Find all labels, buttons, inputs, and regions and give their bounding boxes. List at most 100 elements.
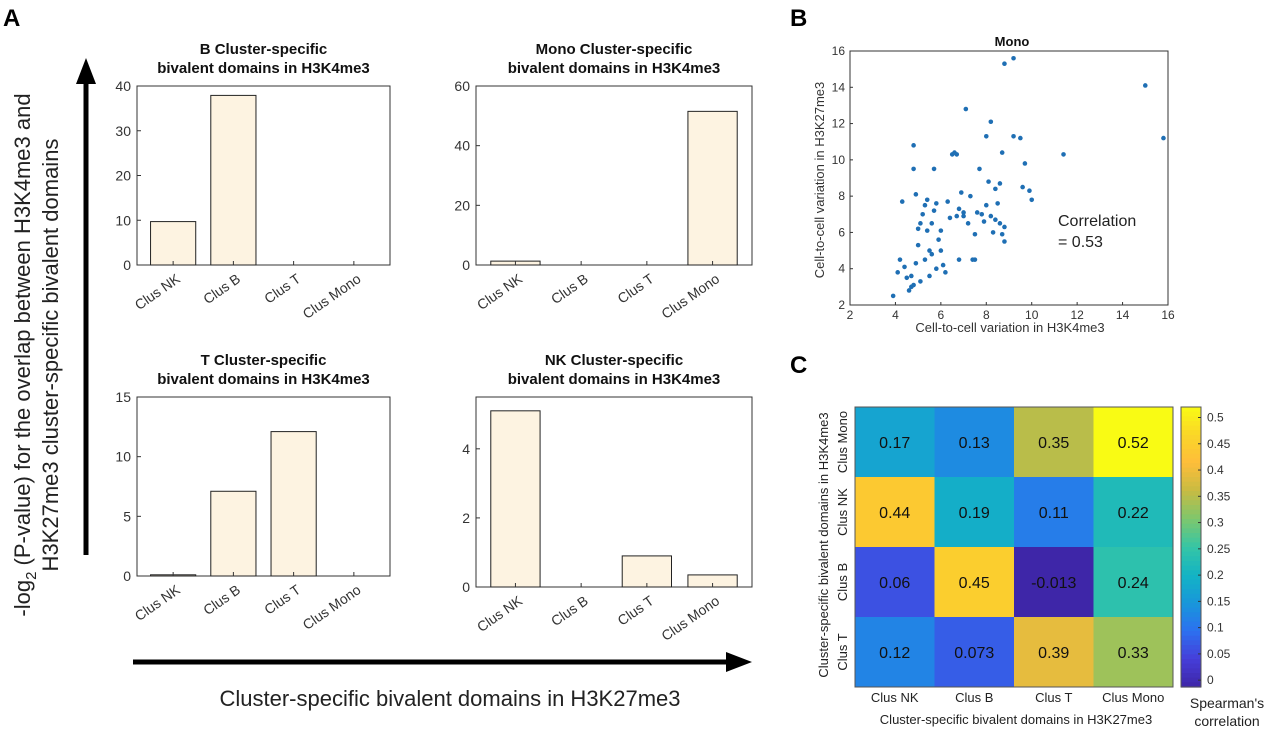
bar-chart-title-line2: bivalent domains in H3K4me3 [157, 371, 370, 388]
colorbar-tick-label: 0.15 [1207, 594, 1231, 608]
scatter-point [997, 221, 1003, 226]
scatter-point [988, 213, 994, 219]
heatmap-cell [1014, 547, 1094, 618]
scatter-point [929, 251, 935, 257]
scatter-point [897, 257, 903, 262]
scatter-point [922, 257, 928, 262]
colorbar-segment [1181, 682, 1201, 688]
colorbar-segment [1181, 640, 1201, 646]
colorbar-segment [1181, 421, 1201, 427]
y-tick-label: 30 [115, 123, 131, 139]
colorbar-segment [1181, 537, 1201, 543]
scatter-point [895, 270, 900, 275]
panel-a-y-label-line2: H3K27me3 cluster-specific bivalent domai… [38, 139, 63, 572]
colorbar-tick-label: 0.5 [1207, 411, 1224, 425]
y-tick-label: 8 [838, 189, 845, 203]
heatmap-cell [1093, 617, 1174, 688]
colorbar-segment [1181, 607, 1201, 613]
scatter-point [954, 152, 960, 157]
x-tick-label: 12 [1070, 308, 1084, 322]
scatter-point [993, 217, 998, 223]
scatter-point [945, 199, 950, 204]
plot-frame [136, 396, 391, 577]
colorbar-segment [1181, 565, 1201, 571]
y-tick-label: 5 [123, 508, 131, 524]
colorbar-segment [1181, 621, 1201, 627]
scatter-point [1061, 152, 1066, 157]
heatmap-cell-value: 0.12 [879, 645, 910, 662]
bar-chart-title-line1: Mono Cluster-specific [536, 41, 693, 58]
bar-chart-title-line2: bivalent domains in H3K4me3 [157, 60, 370, 77]
scatter-point [915, 226, 921, 232]
colorbar-segment [1181, 528, 1201, 534]
scatter-point [902, 264, 907, 270]
scatter-point [995, 201, 1000, 206]
scatter-point [1029, 197, 1035, 203]
bar-chart-title-line1: NK Cluster-specific [545, 352, 683, 369]
bar-chart-title-line1: T Cluster-specific [201, 352, 327, 369]
scatter-point [934, 201, 939, 206]
scatter-point [963, 106, 969, 112]
scatter-point [1011, 133, 1016, 139]
scatter-point [922, 202, 928, 208]
scatter-point [999, 150, 1005, 155]
x-tick-label: 14 [1116, 308, 1130, 322]
scatter-point [954, 213, 960, 219]
heatmap-cell [855, 407, 935, 478]
y-tick-label: 0 [462, 257, 470, 273]
y-tick-label: 0 [462, 579, 470, 595]
colorbar-segment [1181, 523, 1201, 529]
colorbar-segment [1181, 635, 1201, 641]
y-tick-label: 12 [832, 117, 846, 131]
heatmap-chart: 0.17 0.13 0.35 0.52 0.44 0.19 0.11 0.22 0.06 0.45… [816, 406, 1264, 729]
scatter-point [929, 221, 935, 226]
colorbar-segment [1181, 495, 1201, 501]
heatmap-y-tick-label: Clus B [835, 563, 850, 601]
scatter-point [999, 231, 1005, 237]
scatter-point [1161, 135, 1166, 141]
heatmap-y-label: Cluster-specific bivalent domains in H3K… [816, 412, 831, 677]
scatter-point [965, 221, 971, 226]
x-tick-label: Clus NK [132, 270, 184, 313]
panel-a-y-label-rest: (P-value) for the overlap between H3K4me… [10, 93, 35, 571]
colorbar-segment [1181, 617, 1201, 623]
heatmap-x-tick-label: Clus T [1035, 690, 1072, 705]
colorbar-segment [1181, 444, 1201, 450]
colorbar-segment [1181, 425, 1201, 431]
scatter-point [959, 190, 964, 195]
heatmap-cell-value: 0.35 [1038, 435, 1069, 452]
scatter-point [961, 210, 966, 215]
colorbar-segment [1181, 584, 1201, 590]
colorbar-segment [1181, 542, 1201, 548]
bar-chart-title-line2: bivalent domains in H3K4me3 [508, 371, 721, 388]
colorbar-segment [1181, 458, 1201, 464]
bar [270, 431, 317, 577]
heatmap-x-tick-label: Clus B [955, 690, 993, 705]
scatter-point [911, 282, 916, 288]
x-tick-label: Clus Mono [300, 581, 364, 633]
scatter-point [936, 237, 941, 242]
y-tick-label: 20 [115, 168, 131, 184]
y-tick-label: 40 [115, 78, 131, 94]
scatter-title: Mono [995, 34, 1030, 49]
x-tick-label: 8 [983, 308, 990, 322]
scatter-point [974, 210, 980, 215]
colorbar-segment [1181, 407, 1201, 413]
heatmap-cell [934, 547, 1015, 618]
heatmap-cell [855, 617, 935, 688]
colorbar-segment [1181, 654, 1201, 660]
colorbar-segment [1181, 430, 1201, 436]
heatmap-cell-value: 0.13 [959, 435, 990, 452]
heatmap-cell [1093, 407, 1174, 478]
y-tick-label: 2 [462, 510, 470, 526]
y-tick-label: 6 [838, 225, 845, 239]
x-tick-label: Clus T [261, 270, 303, 306]
bar-chart-2: Mono Cluster-specific bivalent domains in… [454, 41, 753, 322]
colorbar-tick-label: 0.4 [1207, 463, 1224, 477]
scatter-point [934, 266, 939, 272]
scatter-point [1002, 224, 1007, 230]
scatter-point [918, 279, 923, 284]
scatter-point [981, 219, 987, 224]
heatmap-cell [855, 477, 935, 548]
scatter-y-label: Cell-to-cell variation in H3K27me3 [812, 82, 827, 279]
